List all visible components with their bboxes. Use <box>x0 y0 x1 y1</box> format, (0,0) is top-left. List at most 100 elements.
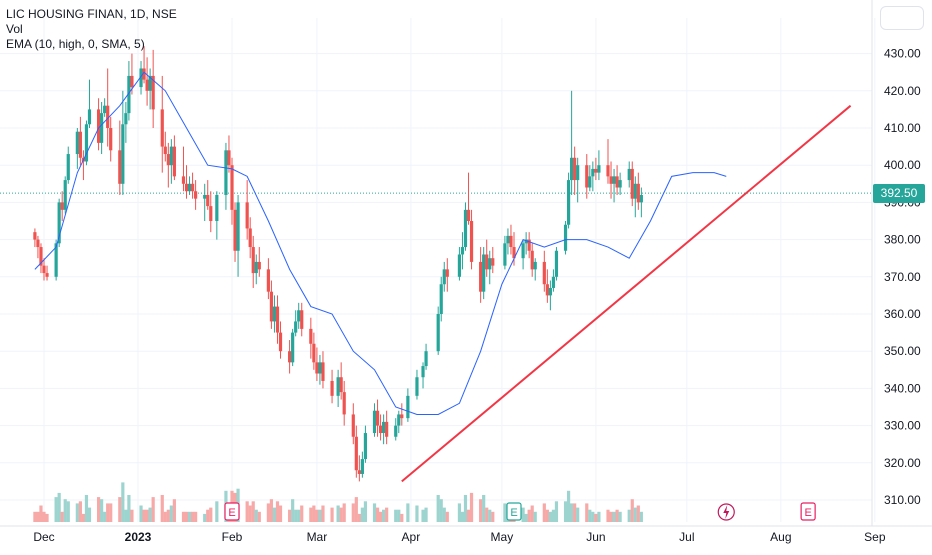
candle-body <box>512 247 516 259</box>
candle-body <box>291 332 295 363</box>
volume-bar <box>160 495 164 522</box>
volume-bar <box>78 501 82 522</box>
candle-body <box>424 351 428 367</box>
candle-body <box>172 146 176 177</box>
candle-body <box>382 421 386 434</box>
trend-line <box>401 104 852 483</box>
volume-bar <box>482 495 486 522</box>
volume-bar <box>554 501 559 522</box>
candle-body <box>506 235 510 244</box>
candle-body <box>485 254 489 270</box>
candle-body <box>533 261 537 270</box>
dividend-icon[interactable] <box>717 503 735 521</box>
volume-bar <box>436 495 440 522</box>
candle-body <box>609 176 613 184</box>
earnings-icon[interactable]: E <box>800 502 816 521</box>
volume-bar <box>612 511 616 522</box>
candle-body <box>482 254 486 292</box>
candle-body <box>139 68 143 88</box>
volume-bar <box>445 511 449 522</box>
ema-legend[interactable]: EMA (10, high, 0, SMA, 5) <box>6 37 145 51</box>
volume-bar <box>87 507 92 522</box>
candle-body <box>479 261 483 292</box>
volume-bar <box>54 497 58 522</box>
candle-body <box>160 109 164 147</box>
candle-body <box>54 243 58 277</box>
candle-body <box>45 273 49 277</box>
candle-body <box>60 202 64 210</box>
volume-bar <box>57 492 61 522</box>
candle-body <box>542 261 546 285</box>
volume-bar <box>42 511 46 522</box>
volume-bar <box>576 507 580 522</box>
volume-bar <box>75 503 79 522</box>
chart-settings-button[interactable] <box>880 6 924 30</box>
volume-bar <box>566 490 571 522</box>
candle-body <box>573 157 577 181</box>
candle-body <box>96 109 101 143</box>
svg-text:E: E <box>804 507 811 519</box>
volume-legend[interactable]: Vol <box>6 22 23 36</box>
candle-body <box>406 395 410 419</box>
indicator-lines <box>34 71 852 483</box>
candle-body <box>372 410 377 434</box>
candle-body <box>109 128 113 151</box>
candle-body <box>627 168 631 181</box>
candle-body <box>121 124 125 184</box>
candle-body <box>266 269 270 292</box>
candle-body <box>78 131 82 158</box>
volume-bar <box>588 509 592 522</box>
volume-bar <box>294 509 298 522</box>
candle-body <box>36 239 40 248</box>
volume-bar <box>463 495 468 522</box>
volume-bar <box>542 503 546 522</box>
earnings-icon[interactable]: E <box>224 502 240 521</box>
volume-bar <box>351 503 355 522</box>
volume-bar <box>266 503 270 522</box>
volume-bar <box>342 503 346 522</box>
earnings-icon[interactable]: E <box>506 502 522 521</box>
volume-bar <box>163 511 167 522</box>
y-tick-label: 360.00 <box>884 307 921 321</box>
volume-bar <box>321 505 325 522</box>
candle-body <box>606 165 610 177</box>
candle-body <box>357 470 361 474</box>
candle-body <box>166 154 170 166</box>
candle-body <box>563 224 568 251</box>
symbol-title[interactable]: LIC HOUSING FINAN, 1D, NSE <box>6 7 177 21</box>
candle-body <box>509 235 513 248</box>
candle-body <box>184 183 189 192</box>
candle-body <box>548 287 552 296</box>
candle-body <box>488 258 492 270</box>
volume-bar <box>633 507 637 522</box>
volume-bar <box>84 495 89 522</box>
candle-body <box>503 243 507 266</box>
volume-bar <box>479 499 483 522</box>
y-tick-label: 420.00 <box>884 84 921 98</box>
volume-bars <box>33 482 643 522</box>
candle-body <box>181 176 186 184</box>
candle-body <box>421 366 425 378</box>
volume-bar <box>406 503 410 522</box>
candle-body <box>100 113 104 143</box>
candle-body <box>227 150 231 166</box>
volume-bar <box>309 507 313 522</box>
candle-body <box>442 269 446 285</box>
candle-body <box>224 150 228 195</box>
volume-bar <box>591 511 595 522</box>
x-tick-label: Mar <box>307 530 328 544</box>
y-tick-label: 400.00 <box>884 158 921 172</box>
y-tick-label: 340.00 <box>884 381 921 395</box>
candle-body <box>251 247 255 274</box>
candle-body <box>106 105 110 128</box>
candle-body <box>630 168 634 199</box>
candle-body <box>297 310 301 322</box>
volume-bar <box>339 507 343 522</box>
volume-bar <box>127 495 131 522</box>
volume-bar <box>206 509 210 522</box>
volume-bar <box>357 513 361 522</box>
